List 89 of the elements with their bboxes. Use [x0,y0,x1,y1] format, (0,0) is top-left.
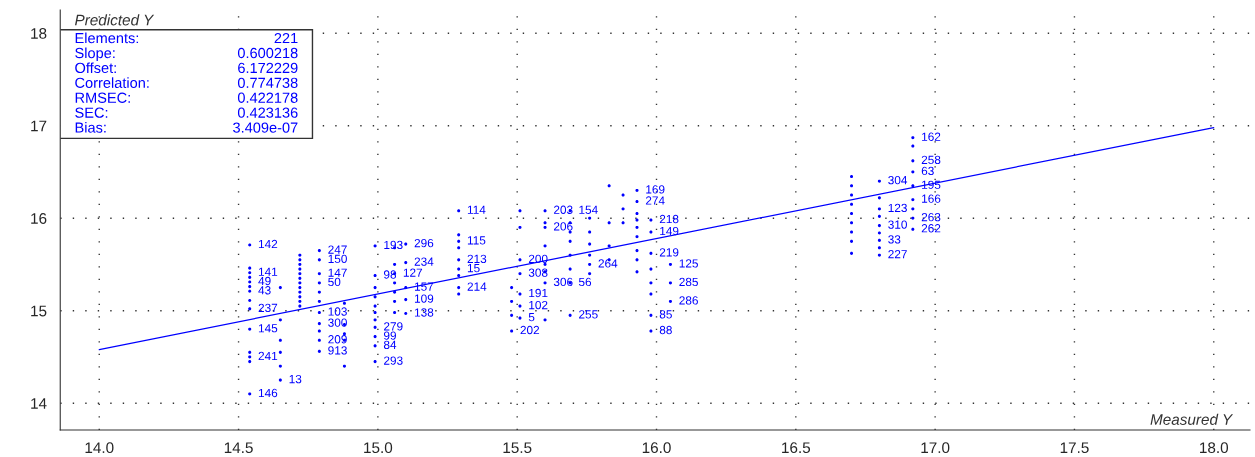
annotation: 162 [922,132,941,141]
annotation: 154 [579,205,598,214]
annotation: 285 [679,277,698,287]
annotation: 33 [888,235,901,244]
x-tick-label: 17.0 [921,442,950,454]
annotation: 88 [659,325,672,335]
x-tick-label: 17.5 [1060,442,1089,454]
annotation: 264 [598,259,618,268]
text: Bias: 3.409e-07 [75,122,298,133]
y-tick-label: 15 [31,305,47,317]
annotation: 99 [383,331,396,340]
annotation: 274 [645,196,665,205]
annotation: 84 [383,340,397,350]
annotation: 49 [258,276,271,286]
annotation: 114 [467,205,486,214]
annotation: 262 [921,224,941,233]
annotation: 191 [529,288,548,298]
text: Correlation: 0.774738 [75,77,298,88]
annotation: 43 [258,286,271,295]
annotation: 141 [258,267,278,276]
annotation: 102 [529,300,548,310]
annotation: 109 [414,294,434,303]
annotation: 115 [467,236,486,245]
annotation: 255 [579,310,598,319]
annotation: 213 [467,254,487,263]
annotation: 50 [328,277,341,287]
annotation: 247 [328,245,347,254]
annotation: 123 [888,203,907,213]
annotation: 145 [258,324,278,333]
annotation: 146 [258,388,278,398]
annotation: 15 [467,264,480,273]
y-tick-label: 14 [31,398,47,409]
annotation: 308 [528,268,548,277]
text: Elements: 221 [75,32,298,44]
annotation: 166 [922,194,941,203]
annotation: 293 [384,356,403,365]
annotation: 138 [414,308,434,317]
text: Slope: 0.600218 [75,47,298,62]
annotation: 218 [659,214,679,224]
annotation: 103 [328,307,347,316]
y-tick-label: 18 [31,28,47,39]
annotation: 149 [660,226,679,236]
y-axis-title: Predicted Y [74,14,155,26]
annotation: 304 [888,176,908,185]
x-tick-label: 18.0 [1200,442,1229,454]
x-tick-label: 15.0 [364,442,393,454]
annotation: 150 [328,254,347,263]
annotation: 125 [679,259,698,268]
x-tick-label: 14.0 [85,442,114,454]
text: RMSEC: 0.422178 [75,92,298,103]
x-tick-label: 16.5 [782,442,811,454]
x-axis-title: Measured Y [1150,413,1234,425]
annotation: 85 [659,310,672,319]
annotation: 147 [328,268,347,277]
annotation: 200 [528,254,548,263]
annotation: 310 [888,220,907,229]
x-tick-label: 14.5 [224,442,253,454]
y-tick-label: 17 [31,120,47,132]
annotation: 306 [553,277,573,287]
annotation: 13 [289,374,302,384]
y-tick-label: 16 [31,213,47,224]
annotation: 234 [414,257,434,266]
annotation: 241 [258,351,278,361]
x-tick-label: 16.0 [642,442,671,454]
annotation: 5 [528,313,535,322]
annotation: 56 [578,277,592,287]
annotation: 219 [659,248,679,257]
annotation: 258 [921,155,941,165]
annotation: 127 [403,268,423,277]
annotation: 237 [258,303,278,313]
annotation: 913 [328,346,347,355]
annotation: 209 [328,335,347,344]
annotation: 202 [520,325,540,335]
text: Offset: 6.172229 [75,62,298,74]
x-tick-label: 15.5 [503,442,532,454]
annotation: 169 [646,185,665,194]
annotation: 142 [258,239,278,249]
annotation: 286 [679,296,698,305]
annotation: 263 [921,213,941,222]
annotation: 296 [414,238,434,248]
text: SEC: 0.423136 [75,107,298,118]
annotation: 227 [888,250,907,259]
annotation: 63 [921,166,934,176]
annotation: 203 [553,205,573,214]
annotation: 193 [384,240,403,250]
annotation: 300 [328,318,347,327]
annotation: 279 [384,322,403,331]
annotation: 206 [553,222,573,231]
annotation: 214 [467,282,487,291]
